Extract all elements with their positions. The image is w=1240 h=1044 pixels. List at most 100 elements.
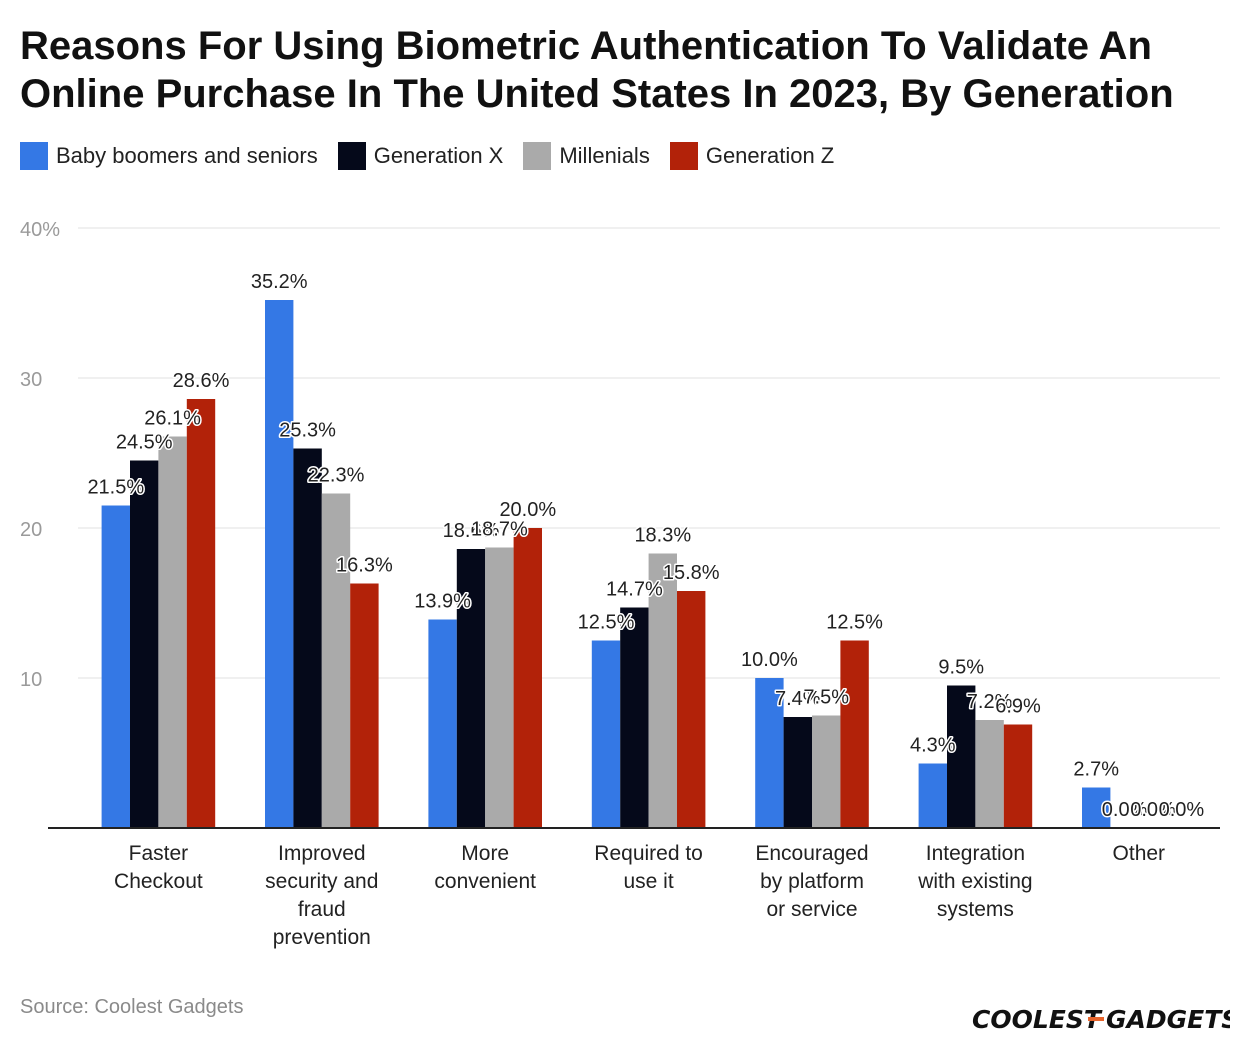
logo-text-left: COOLEST [972,1005,1103,1034]
bar [648,553,677,828]
x-tick-label: More convenient [434,842,536,893]
x-tick-label: Integration with existing systems [917,842,1032,921]
y-tick-label: 10 [20,669,42,691]
data-label: 0.0% [1102,799,1148,821]
bar [620,607,649,828]
bar [130,460,159,828]
x-tick-label-line: Encouraged [755,842,868,865]
bar [158,436,187,828]
bar [755,678,784,828]
data-label: 18.6% [443,520,500,542]
data-label: 7.2% [967,691,1013,713]
legend-item-generation-x: Generation X [337,142,504,170]
legend-label-generation-x: Generation X [373,143,504,168]
data-label: 7.4% [775,688,821,710]
bar [485,547,514,828]
legend-item-millenials: Millenials [523,142,650,170]
data-label: 12.5% [578,612,635,634]
x-tick-label-line: or service [766,898,857,921]
bar [677,591,706,828]
data-label: 22.3% [308,465,365,487]
data-label: 18.7% [471,519,528,541]
legend-swatch-millenials [523,142,552,170]
y-tick-label: 40% [20,219,60,241]
x-tick-label-line: by platform [760,870,864,893]
data-label: 21.5% [87,477,144,499]
bar-chart: 10 20 30 40% 21.5% 35.2% 13.9% 12.5% 10.0% 4.3% 2.… [20,219,1220,949]
bar [321,493,351,828]
bar [456,549,486,828]
x-tick-label-line: use it [623,870,673,893]
data-label: 6.9% [995,696,1041,718]
x-tick-label-line: Checkout [114,870,203,893]
legend-swatch-baby-boomers [20,142,48,170]
chart-title: Reasons For Using Biometric Authenticati… [20,24,1174,116]
bar [265,300,294,828]
bar [947,685,976,828]
x-tick-label: Faster Checkout [114,842,203,893]
bar [101,505,130,828]
y-tick-label: 30 [20,369,42,391]
data-label: 16.3% [336,555,393,577]
data-label: 2.7% [1073,759,1119,781]
data-label: 35.2% [251,271,308,293]
legend: Baby boomers and seniors Generation X Mi… [20,142,854,170]
x-tick-label: Other [1113,842,1166,865]
bar [975,720,1004,828]
bar [186,399,216,828]
coolest-gadgets-logo: COOLEST GADGETS [972,1005,1230,1034]
data-label: 7.5% [803,687,849,709]
logo-dash [1088,1017,1104,1021]
bar [350,583,379,828]
legend-label-millenials: Millenials [559,143,650,168]
bar [918,763,947,828]
bar [428,619,457,828]
x-tick-label-line: Integration [926,842,1025,865]
x-tick-label-line: convenient [434,870,536,893]
data-label: 13.9% [414,591,471,613]
y-tick-label: 20 [20,519,42,541]
legend-swatch-generation-z [669,142,698,170]
legend-label-baby-boomers: Baby boomers and seniors [56,143,318,168]
bar [293,448,322,828]
x-tick-label-line: Improved [278,842,366,865]
data-label: 9.5% [938,657,984,679]
data-label: 0.0% [1159,799,1205,821]
bar [591,640,621,828]
x-tick-label: Required to use it [594,842,703,893]
data-label: 24.5% [116,432,173,454]
bar [1003,724,1033,828]
x-tick-label-line: security and [265,870,378,893]
data-label: 0.0% [1130,799,1176,821]
bar [1082,787,1111,828]
bar [783,717,812,828]
x-tick-label-line: Required to [594,842,703,865]
data-label: 18.3% [634,525,691,547]
source-note: Source: Coolest Gadgets [20,996,244,1018]
x-tick-label-line: Other [1113,842,1166,865]
x-tick-label-line: with existing [917,870,1032,893]
data-label: 25.3% [279,420,336,442]
x-tick-label-line: systems [937,898,1014,921]
data-label: 15.8% [663,562,720,584]
x-tick-label-line: Faster [129,842,189,865]
x-tick-label: Improved security and fraud prevention [265,842,378,949]
legend-item-baby-boomers: Baby boomers and seniors [20,142,318,170]
bar [812,715,841,828]
logo-text-right: GADGETS [1106,1005,1230,1034]
legend-item-generation-z: Generation Z [669,142,835,170]
x-tick-label: Encouraged by platform or service [755,842,868,921]
bar [513,528,542,828]
legend-swatch-generation-x [337,142,366,170]
legend-label-generation-z: Generation Z [705,143,835,168]
bar [840,640,869,828]
data-label: 4.3% [910,735,956,757]
data-label: 10.0% [741,649,798,671]
data-label: 20.0% [499,499,556,521]
data-label: 26.1% [144,408,201,430]
x-tick-label-line: fraud [298,898,346,921]
data-label: 12.5% [826,612,883,634]
x-tick-label-line: prevention [273,926,371,949]
data-label: 14.7% [606,579,663,601]
x-tick-label-line: More [461,842,509,865]
